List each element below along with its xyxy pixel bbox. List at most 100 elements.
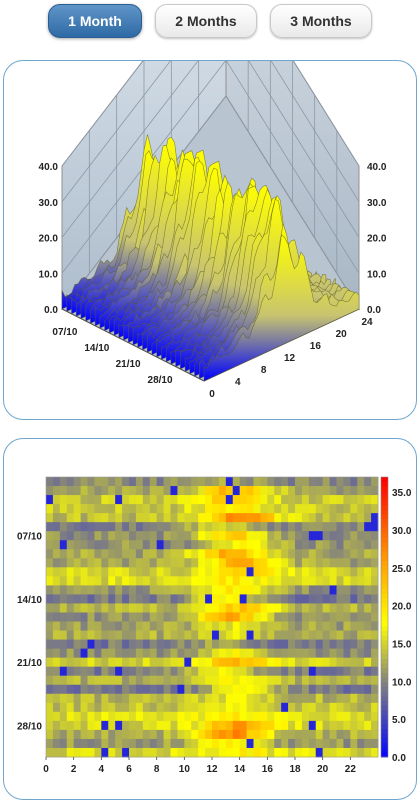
heatmap-cell (177, 522, 185, 532)
heatmap-cell (46, 513, 54, 523)
surface-day-ribbon (203, 234, 360, 382)
heatmap-cell (253, 558, 261, 568)
heatmap-cell (149, 495, 158, 505)
heatmap-cell (170, 711, 178, 722)
heatmap-cell (246, 702, 254, 713)
colorbar-segment (381, 691, 388, 697)
heatmap-cell (80, 702, 88, 713)
heatmap-cell (260, 702, 268, 713)
heatmap-cell (80, 639, 88, 650)
tab-3-months[interactable]: 3 Months (270, 4, 372, 38)
heatmap-cell (59, 594, 68, 604)
range-tab-bar: 1 Month 2 Months 3 Months (0, 0, 420, 48)
heatmap-cell (322, 477, 330, 487)
surface-z-tick-right: 20.0 (367, 234, 387, 245)
heatmap-cell (232, 540, 241, 550)
heatmap-cell (218, 747, 227, 758)
heatmap-cell (315, 549, 324, 559)
heatmap-cell (288, 621, 296, 631)
heatmap-cell (371, 585, 379, 595)
tab-2-months[interactable]: 2 Months (155, 4, 257, 38)
heatmap-cell (295, 747, 303, 758)
heatmap-cell (288, 684, 296, 695)
heatmap-cell (177, 504, 185, 514)
heatmap-cell (129, 630, 137, 640)
heatmap-cell (329, 576, 337, 586)
heatmap-cell (101, 513, 109, 523)
heatmap-cell (301, 648, 310, 659)
heatmap-x-tick: 14 (234, 764, 246, 775)
heatmap-cell (108, 657, 116, 668)
heatmap-cell (281, 504, 289, 514)
heatmap-cell (80, 666, 88, 677)
heatmap-cell (288, 738, 296, 749)
heatmap-cell (122, 486, 130, 496)
heatmap-cell (94, 648, 102, 659)
heatmap-cell (52, 504, 61, 514)
heatmap-cell (122, 513, 130, 523)
heatmap-cell (364, 711, 372, 722)
heatmap-cell (108, 666, 116, 677)
heatmap-cell (135, 585, 144, 595)
heatmap-cell (329, 486, 337, 496)
heatmap-cell (115, 585, 123, 595)
heatmap-cell (122, 540, 130, 550)
heatmap-cell (371, 594, 379, 604)
heatmap-cell (142, 522, 151, 532)
heatmap-cell (80, 486, 88, 496)
heatmap-cell (66, 585, 75, 595)
heatmap-cell (218, 540, 227, 550)
heatmap-cell (232, 513, 241, 523)
heatmap-cell (232, 711, 241, 722)
heatmap-cell (129, 558, 137, 568)
heatmap-cell (260, 477, 268, 487)
heatmap-cell (371, 675, 379, 686)
colorbar-segment (381, 589, 388, 595)
colorbar-segment (381, 612, 388, 618)
surface-z-tick-right: 30.0 (367, 198, 387, 209)
heatmap-cell (357, 738, 365, 749)
heatmap-cell (163, 648, 171, 659)
heatmap-cell (163, 531, 171, 541)
colorbar-segment (381, 701, 388, 707)
heatmap-cell (52, 711, 61, 722)
heatmap-cell (94, 504, 102, 514)
heatmap-cell (225, 657, 234, 668)
heatmap-cell (170, 603, 178, 613)
heatmap-cell (322, 567, 330, 577)
heatmap-cell (191, 666, 199, 677)
heatmap-cell (212, 738, 220, 749)
heatmap-cell (142, 585, 151, 595)
heatmap-cell (101, 675, 109, 686)
tab-1-month[interactable]: 1 Month (48, 4, 142, 38)
heatmap-cell (142, 720, 151, 731)
heatmap-cell (212, 585, 220, 595)
surface-chart[interactable]: 0.0 0.010.0 10.020.0 20.030.0 30.040.0 40.004… (4, 0, 416, 419)
heatmap-cell (52, 585, 61, 595)
heatmap-cell (218, 666, 227, 677)
heatmap-cell (108, 585, 116, 595)
heatmap-cell (253, 513, 261, 523)
heatmap-cell (163, 594, 171, 604)
colorbar-segment (381, 491, 388, 497)
colorbar-segment (381, 729, 388, 735)
heatmap-cell (253, 531, 261, 541)
heatmap-cell (135, 504, 144, 514)
heatmap-cell (329, 738, 337, 749)
heatmap-cell (295, 603, 303, 613)
heatmap-cell (46, 657, 54, 668)
heatmap-cell (108, 513, 116, 523)
heatmap-cell (163, 477, 171, 487)
heatmap-cell (80, 693, 88, 704)
heatmap-cell (295, 522, 303, 532)
heatmap-cell (364, 576, 372, 586)
heatmap-cell (267, 504, 275, 514)
heatmap-cell (218, 702, 227, 713)
heatmap-cell (129, 675, 137, 686)
heatmap-cell (205, 513, 213, 523)
heatmap-cell (218, 684, 227, 695)
heatmap-chart[interactable]: 0 2 4 6 8 10 12 14 16 18 20 2207/1014/1021/1028/100… (4, 439, 416, 799)
heatmap-cell (357, 513, 365, 523)
heatmap-cell (170, 585, 178, 595)
heatmap-cell (260, 630, 268, 640)
